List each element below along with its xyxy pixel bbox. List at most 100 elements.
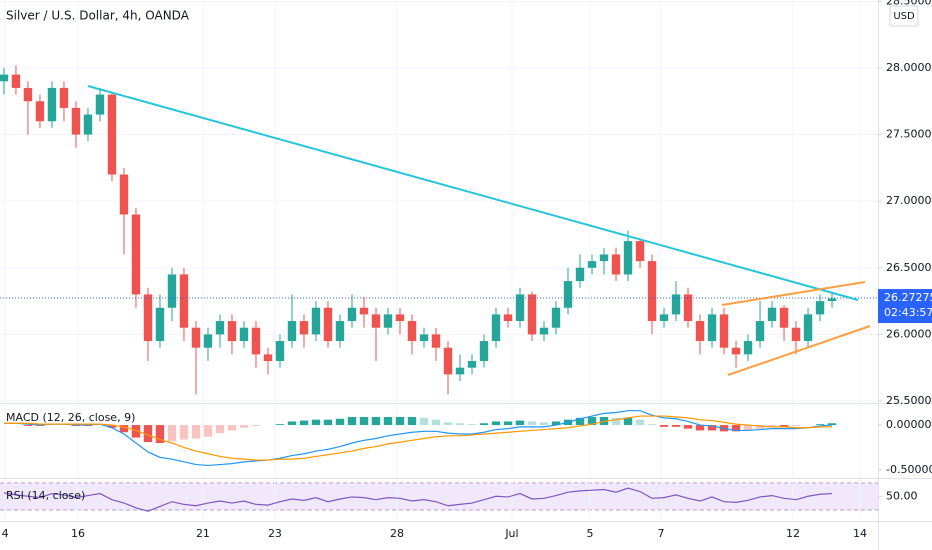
candle-body bbox=[491, 314, 501, 342]
channel-lower bbox=[727, 325, 871, 376]
histogram-bar bbox=[623, 417, 633, 426]
x-tick-label: 21 bbox=[196, 527, 210, 540]
chart-title: Silver / U.S. Dollar, 4h, OANDA bbox=[6, 9, 190, 23]
y-tick-label: 25.50000 bbox=[886, 394, 932, 407]
candle-body bbox=[635, 241, 645, 262]
histogram-bar bbox=[227, 425, 237, 431]
candle-body bbox=[815, 301, 825, 315]
currency-box[interactable] bbox=[889, 5, 919, 27]
candle-body bbox=[731, 347, 741, 355]
y-tick-label: 26.00000 bbox=[886, 327, 932, 340]
histogram-bar bbox=[683, 425, 693, 429]
candle-body bbox=[515, 294, 525, 322]
candle-body bbox=[431, 334, 441, 348]
x-tick-label: 23 bbox=[268, 527, 282, 540]
histogram-bar bbox=[371, 416, 381, 426]
candle-body bbox=[47, 87, 57, 122]
histogram-bar bbox=[755, 425, 765, 429]
rsi-band bbox=[0, 483, 878, 510]
y-tick-label: 28.00000 bbox=[886, 61, 932, 74]
candle-body bbox=[659, 314, 669, 322]
histogram-bar bbox=[527, 421, 537, 426]
candle-body bbox=[695, 321, 705, 342]
candle-body bbox=[203, 334, 213, 348]
histogram-bar bbox=[515, 420, 525, 426]
candle-body bbox=[803, 314, 813, 342]
candle-body bbox=[479, 341, 489, 362]
histogram-bar bbox=[215, 425, 225, 434]
countdown: 02:43:57 bbox=[884, 306, 932, 319]
trend-line bbox=[87, 85, 859, 301]
histogram-bar bbox=[659, 425, 669, 427]
histogram-bar bbox=[479, 423, 489, 426]
histogram-bar bbox=[299, 420, 309, 426]
histogram-bar bbox=[767, 425, 777, 427]
candle-body bbox=[107, 94, 117, 175]
histogram-bar bbox=[275, 424, 285, 426]
channel-upper bbox=[721, 281, 866, 306]
histogram-bar bbox=[335, 418, 345, 426]
candle-body bbox=[755, 321, 765, 342]
candle-body bbox=[335, 321, 345, 342]
histogram-bar bbox=[143, 425, 153, 443]
histogram-bar bbox=[107, 425, 117, 428]
candle-body bbox=[791, 327, 801, 342]
candle-body bbox=[707, 314, 717, 342]
currency: USD bbox=[893, 11, 915, 22]
candle-body bbox=[275, 341, 285, 362]
histogram-bar bbox=[827, 423, 837, 426]
candle-body bbox=[59, 87, 69, 108]
y-tick-label: 50.00 bbox=[886, 489, 918, 502]
candle-body bbox=[323, 307, 333, 342]
candle-body bbox=[671, 294, 681, 315]
y-tick-label: 27.00000 bbox=[886, 194, 932, 207]
histogram-bar bbox=[455, 423, 465, 426]
candle-body bbox=[743, 341, 753, 355]
histogram-bar bbox=[179, 425, 189, 440]
histogram-bar bbox=[155, 425, 165, 443]
candle-body bbox=[539, 327, 549, 335]
histogram-bar bbox=[791, 425, 801, 426]
candle-body bbox=[383, 314, 393, 328]
histogram-bar bbox=[635, 419, 645, 426]
x-tick-label: 7 bbox=[658, 527, 665, 540]
histogram-bar bbox=[347, 416, 357, 426]
x-tick-label: Jul bbox=[504, 527, 518, 540]
candle-body bbox=[347, 307, 357, 322]
candle-body bbox=[827, 298, 837, 302]
candle-body bbox=[179, 274, 189, 328]
y-tick-label: 0.00000 bbox=[886, 418, 932, 431]
candle-body bbox=[467, 361, 477, 368]
candle-body bbox=[83, 114, 93, 135]
x-tick-label: 16 bbox=[71, 527, 85, 540]
candle-body bbox=[647, 261, 657, 322]
candle-body bbox=[299, 321, 309, 335]
candle-body bbox=[503, 314, 513, 322]
histogram-bar bbox=[251, 425, 261, 426]
macd-title: MACD (12, 26, close, 9) bbox=[6, 411, 135, 424]
candle-body bbox=[227, 321, 237, 342]
candle-body bbox=[71, 107, 81, 135]
candle-body bbox=[779, 307, 789, 328]
candle-body bbox=[287, 321, 297, 342]
histogram-bar bbox=[647, 424, 657, 426]
rsi-line bbox=[3, 487, 833, 512]
x-tick-label: 5 bbox=[586, 527, 593, 540]
histogram-bar bbox=[167, 425, 177, 442]
y-tick-label: -0.50000 bbox=[886, 463, 932, 476]
histogram-bar bbox=[23, 425, 33, 426]
candle-body bbox=[239, 327, 249, 342]
histogram-bar bbox=[551, 421, 561, 426]
rsi-title: RSI (14, close) bbox=[6, 489, 85, 502]
indicator-line bbox=[3, 415, 833, 461]
histogram-bar bbox=[287, 421, 297, 426]
candle-body bbox=[407, 321, 417, 342]
candle-body bbox=[143, 294, 153, 342]
candle-body bbox=[11, 74, 21, 88]
histogram-bar bbox=[743, 425, 753, 431]
candle-body bbox=[527, 294, 537, 335]
candle-body bbox=[23, 87, 33, 102]
candle-body bbox=[263, 354, 273, 362]
histogram-bar bbox=[443, 422, 453, 426]
